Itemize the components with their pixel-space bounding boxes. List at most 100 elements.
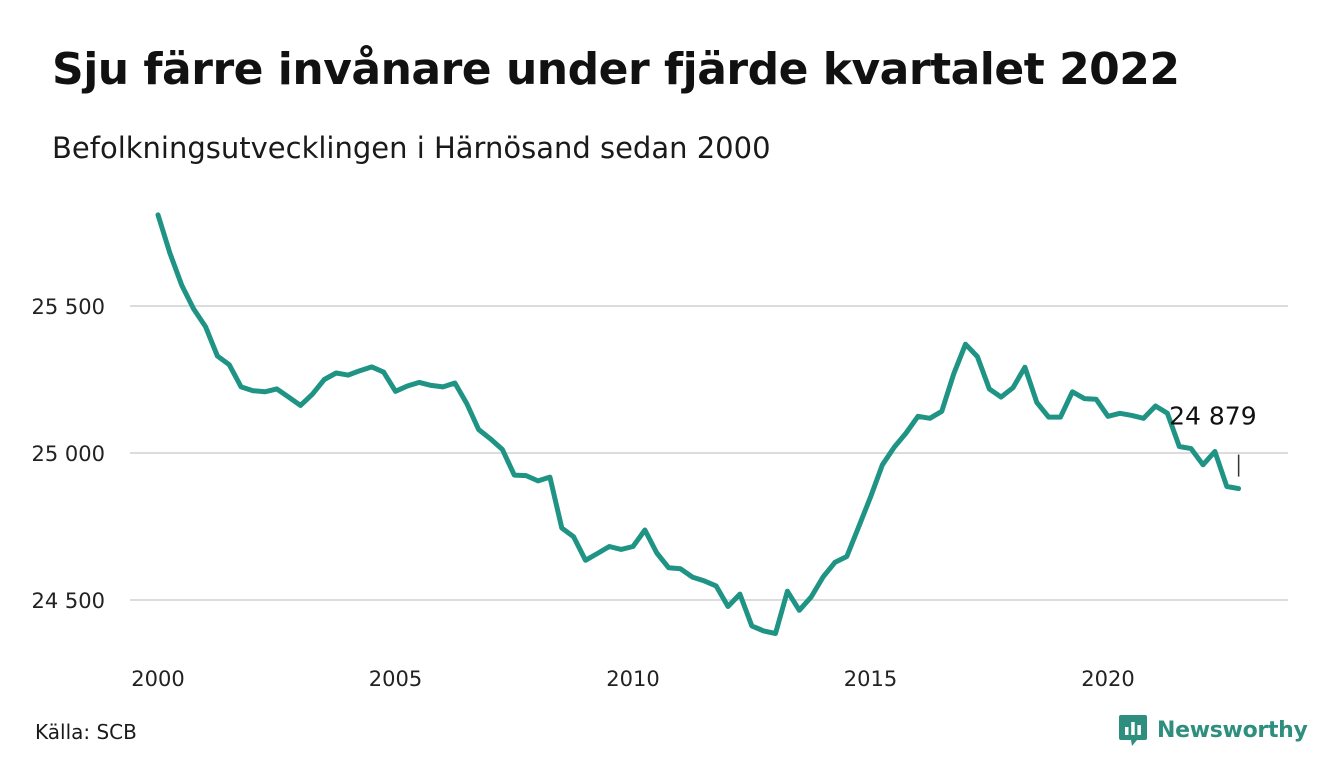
data-point [1201,462,1206,467]
brand-logo: Newsworthy [1118,712,1308,748]
data-point [500,447,505,452]
data-point [452,381,457,386]
data-point [1117,411,1122,416]
data-point [1189,446,1194,451]
x-tick-label: 2015 [844,667,897,691]
data-point [1011,385,1016,390]
data-point [797,608,802,613]
data-point [868,495,873,500]
data-point [381,370,386,375]
data-point [1224,484,1229,489]
data-point [1094,397,1099,402]
data-point [607,544,612,549]
data-point [1129,413,1134,418]
y-tick-label: 24 500 [32,589,105,613]
data-point [642,528,647,533]
data-point [1034,400,1039,405]
data-point [1177,444,1182,449]
data-point [654,550,659,555]
data-point [488,436,493,441]
data-point [619,547,624,552]
data-point [999,395,1004,400]
data-point [369,364,374,369]
data-point [975,354,980,359]
data-point [702,578,707,583]
data-point [476,427,481,432]
data-point [939,409,944,414]
data-point [227,362,232,367]
data-point [951,372,956,377]
data-point [393,389,398,394]
data-point [987,386,992,391]
data-point [678,566,683,571]
data-point [595,551,600,556]
chart-subtitle: Befolkningsutvecklingen i Härnösand seda… [52,131,771,165]
data-point [892,445,897,450]
data-point [298,403,303,408]
data-point [417,380,422,385]
series-layer [155,212,1242,636]
data-point [203,324,208,329]
data-point [904,431,909,436]
data-point [512,473,517,478]
data-point [1106,414,1111,419]
data-point [1212,449,1217,454]
source-note: Källa: SCB [35,720,137,744]
data-point [821,575,826,580]
data-point [179,283,184,288]
data-point [726,604,731,609]
data-point [809,595,814,600]
data-point [844,554,849,559]
data-point [963,342,968,347]
x-axis-tick-labels: 2000 2005 2010 2015 2020 [131,667,1134,691]
data-point [1058,415,1063,420]
data-point [536,478,541,483]
data-point [761,628,766,633]
data-point [1141,416,1146,421]
data-point [191,306,196,311]
data-point [916,414,921,419]
data-point [1070,389,1075,394]
data-point [156,212,161,217]
x-tick-label: 2000 [131,667,184,691]
data-point [357,368,362,373]
x-tick-label: 2010 [606,667,659,691]
data-point [215,353,220,358]
data-point [524,473,529,478]
data-point [583,558,588,563]
y-tick-label: 25 000 [32,442,105,466]
data-point [737,592,742,597]
data-point [464,401,469,406]
x-tick-label: 2020 [1081,667,1134,691]
x-tick-label: 2005 [369,667,422,691]
chart-title: Sju färre invånare under fjärde kvartale… [52,44,1180,95]
y-tick-label: 25 500 [32,295,105,319]
data-point [749,623,754,628]
y-axis-tick-labels: 24 500 25 000 25 500 [32,295,105,613]
data-point [666,565,671,570]
data-point [346,373,351,378]
data-point [286,395,291,400]
data-point [880,462,885,467]
data-point [1046,415,1051,420]
newsworthy-logo-icon [1119,715,1147,746]
data-point [785,589,790,594]
data-point [1022,365,1027,370]
series-line [155,212,1242,636]
annotation-label: 24 879 [1169,402,1256,431]
data-point [310,392,315,397]
data-point [322,377,327,382]
data-point [429,383,434,388]
data-point [251,388,256,393]
data-point [274,386,279,391]
data-point [239,384,244,389]
data-point [1236,486,1241,491]
data-point [559,525,564,530]
data-point [773,631,778,636]
data-point [927,416,932,421]
data-point [334,371,339,376]
data-point [405,383,410,388]
gridlines [130,305,1288,601]
data-point [1082,396,1087,401]
